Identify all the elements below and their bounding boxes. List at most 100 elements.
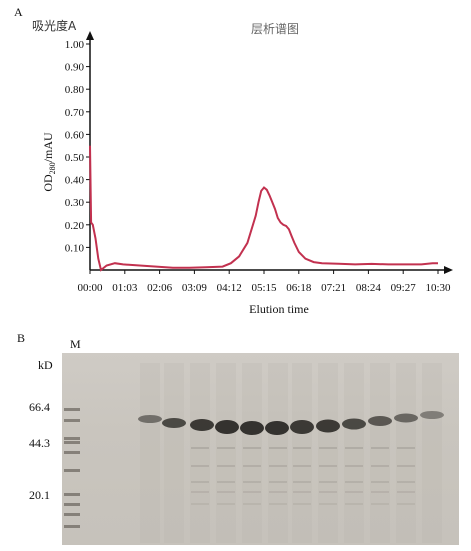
faint-band <box>217 503 235 505</box>
elution-chart: 吸光度A 层析谱图 0.100.200.300.400.500.600.700.… <box>32 18 453 316</box>
sds-page-gel-image <box>62 353 459 545</box>
marker-20-label: 20.1 <box>29 488 50 502</box>
gel-lane-smear <box>344 363 364 543</box>
gel-lane-smear <box>140 363 160 543</box>
protein-band <box>138 415 162 423</box>
faint-band <box>269 447 287 449</box>
gel-lane-smear <box>422 363 442 543</box>
faint-band <box>319 491 337 493</box>
gel-lane-smear <box>396 363 416 543</box>
faint-band <box>397 503 415 505</box>
gel-lane-smear <box>268 363 288 543</box>
faint-band <box>269 481 287 483</box>
faint-band <box>269 491 287 493</box>
x-tick-label: 08:24 <box>356 282 382 294</box>
marker-band <box>64 513 80 516</box>
marker-band <box>64 525 80 528</box>
faint-band <box>397 491 415 493</box>
marker-band <box>64 503 80 506</box>
faint-band <box>217 491 235 493</box>
faint-band <box>345 503 363 505</box>
marker-66-label: 66.4 <box>29 400 50 414</box>
marker-band <box>64 493 80 496</box>
x-tick-label: 09:27 <box>391 282 417 294</box>
faint-band <box>319 447 337 449</box>
y-tick-label: 0.10 <box>65 242 85 254</box>
y-tick-label: 0.60 <box>65 129 85 141</box>
marker-band <box>64 408 80 411</box>
faint-band <box>243 447 261 449</box>
faint-band <box>345 491 363 493</box>
gel-lane-smear <box>190 363 210 543</box>
faint-band <box>191 491 209 493</box>
faint-band <box>243 491 261 493</box>
marker-44-label: 44.3 <box>29 436 50 450</box>
x-tick-label: 04:12 <box>217 282 242 294</box>
x-ticks: 00:00 01:03 02:06 03:09 04:12 05:15 06:18 07:21… <box>77 270 451 294</box>
faint-band <box>397 481 415 483</box>
faint-band <box>243 503 261 505</box>
faint-band <box>371 503 389 505</box>
elution-trace-line <box>89 145 438 272</box>
y-tick-label: 0.40 <box>65 175 85 187</box>
panel-a-letter: A <box>14 5 23 19</box>
faint-band <box>269 503 287 505</box>
protein-band <box>316 419 340 433</box>
faint-band <box>217 481 235 483</box>
x-tick-label: 00:00 <box>77 282 103 294</box>
gel-lane-smear <box>164 363 184 543</box>
x-tick-label: 10:30 <box>425 282 451 294</box>
y-axis-title: OD280/mAU <box>41 132 57 192</box>
faint-band <box>217 465 235 467</box>
protein-band <box>420 411 444 419</box>
gel-lane-smear <box>242 363 262 543</box>
y-tick-label: 0.50 <box>65 152 85 164</box>
protein-band <box>265 421 289 435</box>
faint-band <box>269 465 287 467</box>
x-tick-label: 05:15 <box>251 282 277 294</box>
marker-band <box>64 469 80 472</box>
faint-band <box>319 503 337 505</box>
y-tick-label: 0.70 <box>65 107 85 119</box>
marker-lane-label: M <box>70 337 81 351</box>
faint-band <box>293 491 311 493</box>
kd-label: kD <box>38 358 53 372</box>
faint-band <box>371 447 389 449</box>
faint-band <box>319 481 337 483</box>
marker-band <box>64 419 80 422</box>
x-tick-label: 01:03 <box>112 282 138 294</box>
faint-band <box>319 465 337 467</box>
y-tick-label: 0.20 <box>65 220 85 232</box>
chart-axes <box>86 31 453 274</box>
absorbance-cjk-label: 吸光度A <box>32 18 77 33</box>
panel-b-letter: B <box>17 331 26 345</box>
x-axis-arrow <box>444 266 453 274</box>
gel-bands <box>64 363 444 543</box>
x-tick-label: 06:18 <box>286 282 312 294</box>
protein-band <box>342 418 366 430</box>
faint-band <box>243 465 261 467</box>
faint-band <box>371 491 389 493</box>
faint-band <box>191 447 209 449</box>
x-tick-label: 02:06 <box>147 282 173 294</box>
faint-band <box>293 465 311 467</box>
x-tick-label: 03:09 <box>182 282 208 294</box>
faint-band <box>371 465 389 467</box>
gel-lane-smear <box>216 363 236 543</box>
marker-band <box>64 451 80 454</box>
gel-lane-smear <box>292 363 312 543</box>
marker-band <box>64 437 80 440</box>
faint-band <box>345 465 363 467</box>
faint-band <box>293 503 311 505</box>
chart-title: 层析谱图 <box>251 22 299 36</box>
y-tick-label: 0.80 <box>65 84 85 96</box>
faint-band <box>345 481 363 483</box>
protein-band <box>290 420 314 434</box>
y-tick-label: 1.00 <box>65 39 85 51</box>
protein-band <box>215 420 239 434</box>
protein-band <box>190 419 214 431</box>
faint-band <box>397 465 415 467</box>
faint-band <box>397 447 415 449</box>
protein-band <box>394 413 418 423</box>
faint-band <box>191 481 209 483</box>
